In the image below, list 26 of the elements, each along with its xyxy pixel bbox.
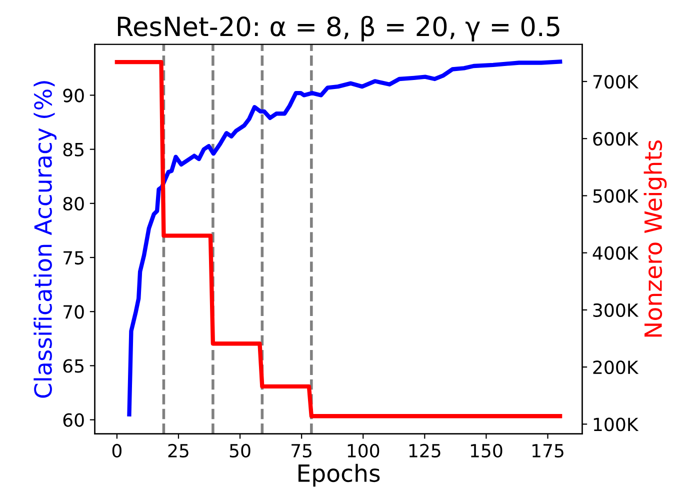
y2-tick-label: 100K [594,418,639,432]
y2-tick-label: 600K [593,132,639,146]
y2-tick-label: 700K [593,74,639,89]
y-axis-title: Classification Accuracy (%) [34,81,57,398]
y-tick-label: 90 [63,88,84,102]
y2-tick-label: 500K [593,189,639,203]
x-tick-label: 25 [168,444,188,458]
x-tick-label: 100 [348,444,380,458]
x-tick-label: 75 [292,444,312,458]
y-tick-label: 70 [64,305,84,319]
y-tick-label: 60 [63,413,84,427]
x-tick-label: 50 [230,444,250,458]
y2-axis-title: Nonzero Weights [644,140,667,337]
y-tick-label: 75 [64,251,84,265]
x-tick-label: 150 [470,444,502,458]
chart-title: ResNet-20: α = 8, β = 20, γ = 0.5 [118,16,560,42]
y-tick-label: 65 [63,359,84,373]
y2-tick-label: 400K [592,246,639,260]
y2-tick-label: 300K [593,303,639,318]
y-tick-label: 80 [63,196,84,211]
y-tick-label: 85 [63,142,84,156]
x-axis-title: Epochs [298,464,380,487]
x-tick-label: 0 [112,444,122,458]
x-tick-label: 125 [409,444,440,458]
y2-tick-label: 200K [593,360,639,374]
x-tick-label: 175 [532,444,564,458]
